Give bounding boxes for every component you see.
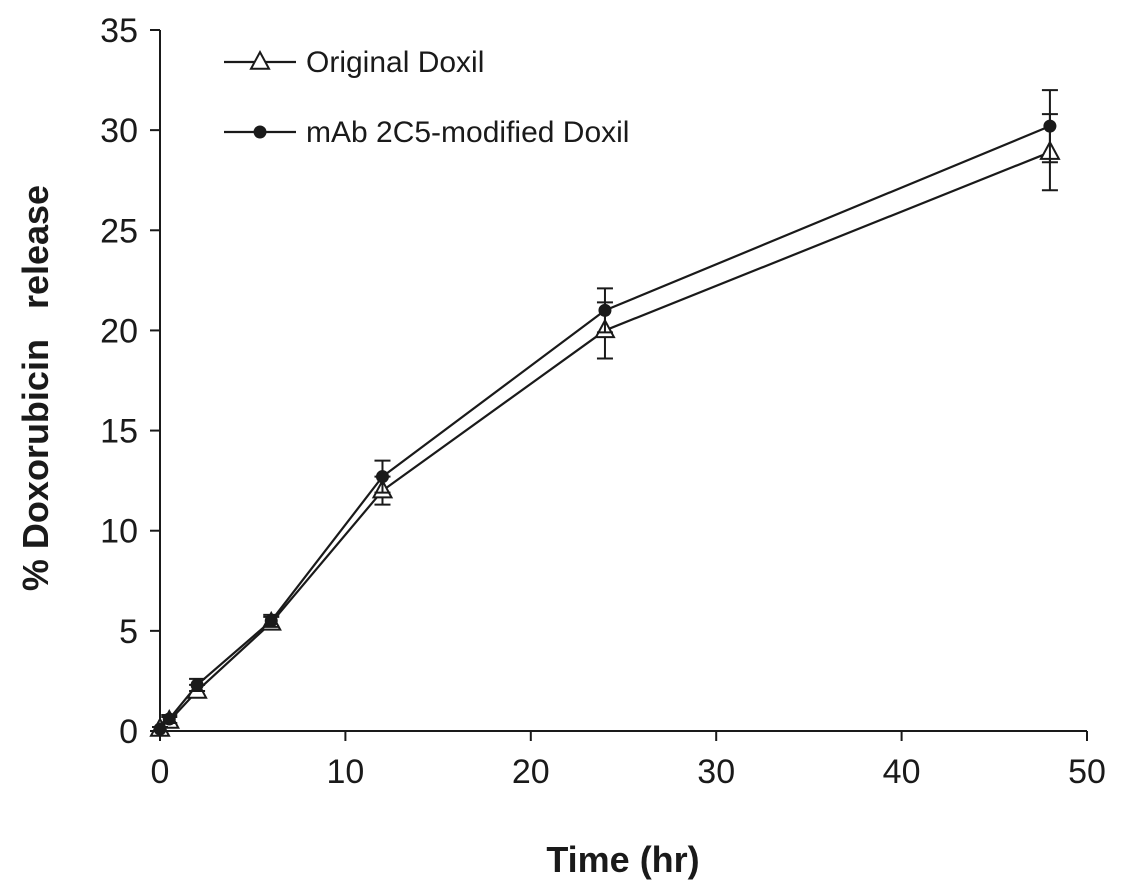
- y-axis-title: % Doxorubicin release: [15, 185, 56, 591]
- legend-label: Original Doxil: [306, 46, 484, 79]
- legend: Original Doxil mAb 2C5-modified Doxil: [224, 46, 629, 149]
- legend-label: mAb 2C5-modified Doxil: [306, 116, 629, 149]
- x-tick-label: 40: [883, 753, 921, 791]
- data-point: [598, 303, 612, 317]
- series-2: [152, 89, 1058, 736]
- y-tick-label: 15: [100, 413, 138, 451]
- y-tick-label: 35: [100, 12, 138, 50]
- y-tick-label: 30: [100, 112, 138, 150]
- series-line: [159, 125, 1051, 730]
- data-point: [1043, 119, 1057, 133]
- series-layer: [149, 89, 1061, 737]
- series-1: [149, 113, 1061, 737]
- y-tick-label: 5: [119, 613, 138, 651]
- data-point: [375, 470, 389, 484]
- y-tick-label: 25: [100, 212, 138, 250]
- legend-marker: [253, 125, 267, 139]
- x-tick-label: 20: [512, 753, 550, 791]
- data-point: [190, 678, 204, 692]
- data-point: [153, 722, 167, 736]
- series-line: [159, 151, 1051, 730]
- x-tick-label: 10: [326, 753, 364, 791]
- legend-item-2: mAb 2C5-modified Doxil: [224, 116, 629, 149]
- y-tick-label: 20: [100, 312, 138, 350]
- legend-item-1: Original Doxil: [224, 46, 484, 79]
- y-tick-label: 10: [100, 513, 138, 551]
- x-axis-title: Time (hr): [546, 839, 699, 880]
- y-tick-label: 0: [119, 713, 138, 751]
- data-point: [162, 712, 176, 726]
- data-point: [264, 614, 278, 628]
- x-tick-label: 30: [697, 753, 735, 791]
- x-tick-label: 0: [151, 753, 170, 791]
- axes: 0 10 20 30 40 50 0 5 10 15 20 25 30 35: [100, 12, 1106, 791]
- x-tick-label: 50: [1068, 753, 1106, 791]
- legend-marker: [249, 49, 271, 70]
